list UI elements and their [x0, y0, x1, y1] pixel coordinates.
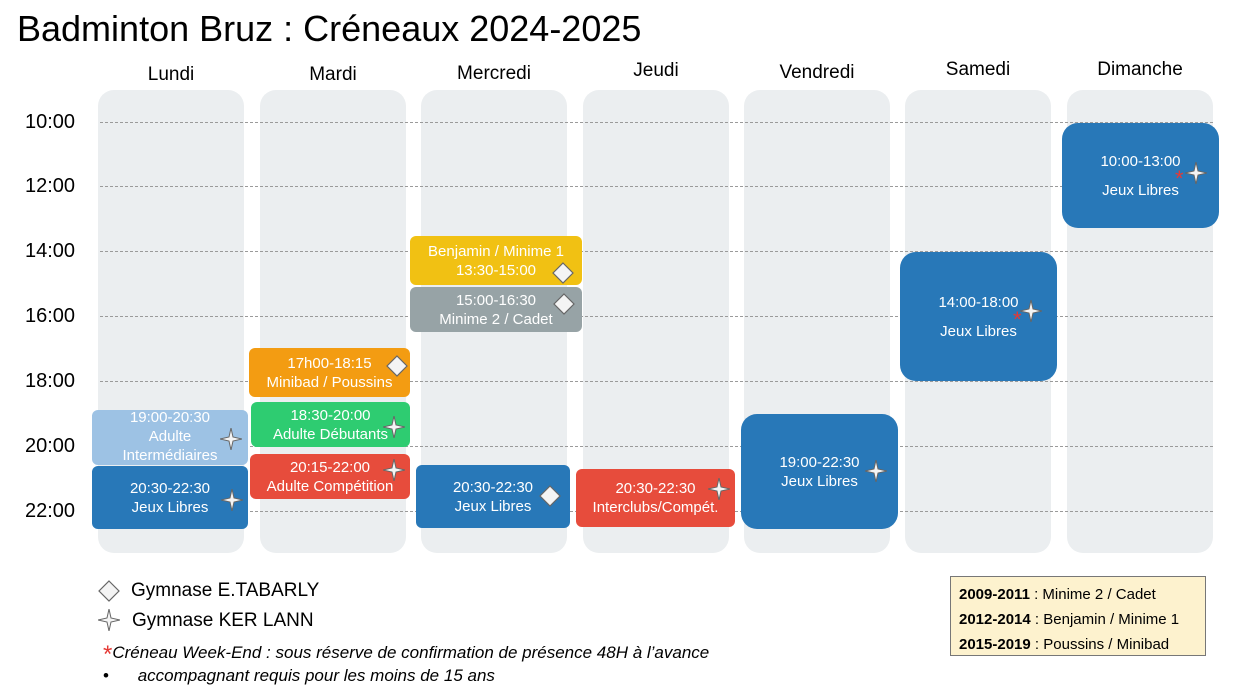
minors-note: • accompagnant requis pour les moins de …: [103, 666, 495, 686]
weekend-note-text: Créneau Week-End : sous réserve de confi…: [112, 643, 710, 662]
gridline: [100, 316, 1213, 317]
age-group-row: 2015-2019 : Poussins / Minibad: [951, 632, 1205, 657]
slot-label: Jeux Libres: [781, 472, 858, 490]
weekend-asterisk: *: [1175, 166, 1184, 191]
slot-mardi-competition[interactable]: 20:15-22:00 Adulte Compétition: [250, 454, 410, 499]
diamond-icon: [98, 580, 120, 602]
minors-note-text: accompagnant requis pour les moins de 15…: [137, 666, 495, 685]
slot-time: 14:00-18:00: [938, 293, 1019, 311]
slot-mardi-minibad[interactable]: 17h00-18:15 Minibad / Poussins: [249, 348, 410, 397]
gridline: [100, 122, 1213, 123]
slot-label: Minibad / Poussins: [266, 373, 393, 391]
day-label-lundi: Lundi: [147, 64, 195, 85]
star-icon: [1020, 300, 1042, 322]
day-label-jeudi: Jeudi: [633, 60, 679, 81]
hour-label: 22:00: [24, 500, 76, 522]
slot-time: 20:30-22:30: [129, 479, 211, 497]
star-icon: [383, 459, 405, 481]
slot-mercredi-minime[interactable]: 15:00-16:30 Minime 2 / Cadet: [410, 287, 582, 332]
star-icon: [383, 416, 405, 438]
gridline: [100, 251, 1213, 252]
slot-mardi-debutants[interactable]: 18:30-20:00 Adulte Débutants: [251, 402, 410, 447]
page-title: Badminton Bruz : Créneaux 2024-2025: [17, 8, 642, 49]
slot-time: 15:00-16:30: [455, 291, 537, 309]
slot-lundi-intermediaires[interactable]: 19:00-20:30 Adulte Intermédiaires: [92, 409, 248, 465]
day-label-mercredi: Mercredi: [457, 63, 531, 84]
age-sep: :: [1030, 611, 1044, 628]
age-sep: :: [1029, 586, 1043, 603]
diamond-icon: [553, 293, 575, 315]
slot-time: 10:00-13:00: [1100, 152, 1181, 170]
gridline: [100, 446, 1213, 447]
age-group-row: 2012-2014 : Benjamin / Minime 1: [951, 607, 1205, 632]
slot-time: 19:00-22:30: [779, 453, 860, 471]
legend-tabarly: Gymnase E.TABARLY: [131, 580, 320, 601]
gridline: [100, 186, 1213, 187]
slot-dimanche-jeux-libres[interactable]: 10:00-13:00 Jeux Libres: [1062, 123, 1219, 228]
slot-time: 17h00-18:15: [287, 354, 372, 372]
slot-mercredi-benjamin[interactable]: Benjamin / Minime 1 13:30-15:00: [410, 236, 582, 285]
legend-kerlann: Gymnase KER LANN: [132, 610, 314, 631]
hour-label: 16:00: [24, 305, 76, 327]
star-icon: [221, 489, 243, 511]
age-group-row: 2009-2011 : Minime 2 / Cadet: [951, 582, 1205, 607]
slot-lundi-jeux-libres[interactable]: 20:30-22:30 Jeux Libres: [92, 466, 248, 529]
slot-label: Adulte Compétition: [266, 477, 394, 495]
bullet: •: [103, 666, 109, 685]
day-label-samedi: Samedi: [945, 59, 1011, 80]
age-years: 2012-2014: [959, 611, 1031, 628]
gridline: [100, 381, 1213, 382]
slot-label: Interclubs/Compét.: [592, 499, 719, 516]
hour-label: 20:00: [24, 435, 76, 457]
slot-label: Jeux Libres: [940, 322, 1017, 340]
slot-time: 19:00-20:30: [129, 409, 211, 426]
slot-label: Benjamin / Minime 1: [428, 242, 564, 260]
star-icon: [1185, 162, 1207, 184]
day-label-vendredi: Vendredi: [779, 62, 855, 83]
hour-label: 12:00: [24, 175, 76, 197]
age-years: 2009-2011: [959, 586, 1030, 603]
slot-time: 20:30-22:30: [615, 480, 696, 497]
hour-label: 18:00: [24, 370, 76, 392]
age-groups-box: 2009-2011 : Minime 2 / Cadet 2012-2014 :…: [950, 576, 1206, 656]
slot-jeudi-interclubs[interactable]: 20:30-22:30 Interclubs/Compét.: [576, 469, 735, 527]
day-label-mardi: Mardi: [309, 64, 357, 85]
age-group: Poussins / Minibad: [1043, 636, 1170, 653]
slot-time: 20:15-22:00: [289, 458, 371, 476]
diamond-icon: [552, 262, 574, 284]
slot-label: Adulte Débutants: [272, 425, 389, 443]
age-group: Benjamin / Minime 1: [1043, 611, 1180, 628]
star-icon: [220, 428, 242, 450]
star-icon: [98, 609, 120, 631]
age-sep: :: [1030, 636, 1044, 653]
slot-time: 18:30-20:00: [290, 406, 371, 424]
slot-label: Jeux Libres: [131, 498, 209, 516]
asterisk-icon: *: [103, 641, 113, 668]
star-icon: [865, 460, 887, 482]
slot-label-line2: Intermédiaires: [122, 447, 218, 464]
slot-time: 13:30-15:00: [455, 261, 537, 279]
age-group: Minime 2 / Cadet: [1042, 586, 1156, 603]
slot-label: Jeux Libres: [1102, 181, 1179, 199]
age-years: 2015-2019: [959, 636, 1031, 653]
day-label-dimanche: Dimanche: [1097, 59, 1183, 80]
hour-label: 14:00: [24, 240, 76, 262]
star-icon: [708, 478, 730, 500]
hour-label: 10:00: [24, 111, 76, 133]
slot-label: Adulte: [148, 428, 192, 445]
weekend-asterisk: *: [1013, 307, 1022, 332]
slot-label: Jeux Libres: [454, 497, 532, 515]
diamond-icon: [386, 355, 408, 377]
slot-time: 20:30-22:30: [452, 478, 534, 496]
weekend-note: *Créneau Week-End : sous réserve de conf…: [103, 637, 710, 668]
slot-label: Minime 2 / Cadet: [439, 310, 553, 328]
diamond-icon: [539, 485, 561, 507]
